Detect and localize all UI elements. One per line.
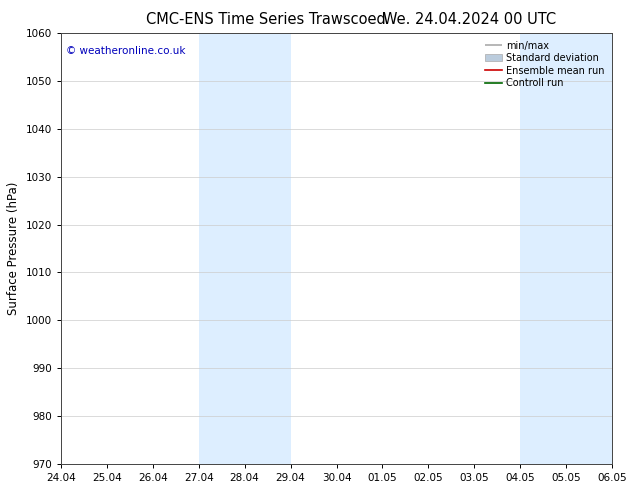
Text: © weatheronline.co.uk: © weatheronline.co.uk — [67, 46, 186, 56]
Bar — [198, 33, 290, 464]
Text: We. 24.04.2024 00 UTC: We. 24.04.2024 00 UTC — [382, 12, 556, 27]
Bar — [521, 33, 612, 464]
Text: CMC-ENS Time Series Trawscoed: CMC-ENS Time Series Trawscoed — [146, 12, 386, 27]
Y-axis label: Surface Pressure (hPa): Surface Pressure (hPa) — [7, 182, 20, 315]
Legend: min/max, Standard deviation, Ensemble mean run, Controll run: min/max, Standard deviation, Ensemble me… — [482, 38, 607, 91]
